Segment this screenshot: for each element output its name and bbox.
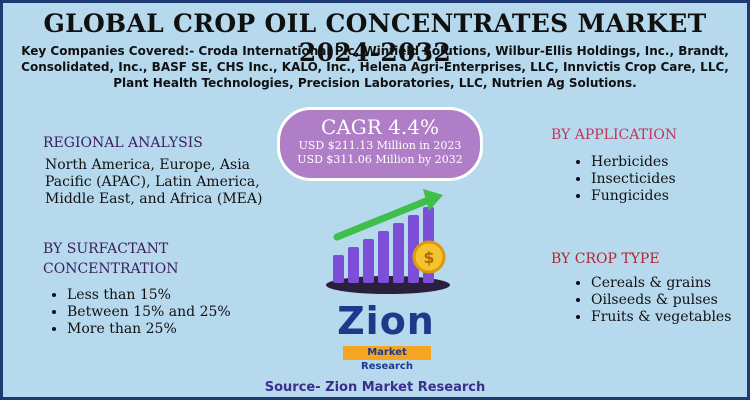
list-item: Oilseeds & pulses bbox=[591, 292, 747, 309]
page-title: GLOBAL CROP OIL CONCENTRATES MARKET 2024… bbox=[43, 9, 707, 67]
cagr-pill: CAGR 4.4% USD $211.13 Million in 2023 US… bbox=[277, 107, 483, 181]
coin-symbol: $ bbox=[423, 248, 434, 267]
list-item: Insecticides bbox=[591, 171, 747, 188]
list-item: Fruits & vegetables bbox=[591, 309, 747, 326]
growth-bar bbox=[393, 223, 404, 283]
key-companies-text: Key Companies Covered:- Croda Internatio… bbox=[21, 44, 729, 90]
regional-analysis-text: North America, Europe, Asia Pacific (APA… bbox=[45, 157, 263, 207]
list-item: More than 25% bbox=[67, 321, 307, 338]
application-heading: BY APPLICATION bbox=[551, 127, 678, 143]
list-item: Cereals & grains bbox=[591, 275, 747, 292]
growth-arrow-icon bbox=[333, 195, 435, 241]
list-item: Less than 15% bbox=[67, 287, 307, 304]
arrow-head-icon bbox=[423, 189, 443, 211]
zion-logo: Zion Market Research bbox=[321, 300, 451, 372]
surfactant-list: Less than 15% Between 15% and 25% More t… bbox=[47, 287, 307, 338]
coin-icon bbox=[412, 240, 446, 274]
cagr-title: CAGR 4.4% bbox=[321, 115, 439, 139]
growth-bar bbox=[378, 231, 389, 283]
logo-main-text: Zion bbox=[337, 299, 435, 343]
growth-bar bbox=[363, 239, 374, 283]
cagr-value-2032: USD $311.06 Million by 2032 bbox=[297, 153, 463, 166]
surfactant-heading: BY SURFACTANT CONCENTRATION bbox=[43, 241, 179, 277]
growth-bar bbox=[348, 247, 359, 283]
source-text: Source- Zion Market Research bbox=[264, 380, 486, 395]
list-item: Herbicides bbox=[591, 154, 747, 171]
logo-sub-text: Market Research bbox=[343, 346, 431, 372]
growth-bar bbox=[333, 255, 344, 283]
cagr-value-2023: USD $211.13 Million in 2023 bbox=[298, 139, 462, 152]
regional-analysis-heading: REGIONAL ANALYSIS bbox=[43, 135, 203, 151]
application-list: Herbicides Insecticides Fungicides bbox=[571, 154, 747, 205]
growth-chart-icon: $ bbox=[326, 189, 450, 294]
crop-type-list: Cereals & grains Oilseeds & pulses Fruit… bbox=[571, 275, 747, 326]
crop-type-heading: BY CROP TYPE bbox=[551, 251, 660, 267]
list-item: Between 15% and 25% bbox=[67, 304, 307, 321]
list-item: Fungicides bbox=[591, 188, 747, 205]
